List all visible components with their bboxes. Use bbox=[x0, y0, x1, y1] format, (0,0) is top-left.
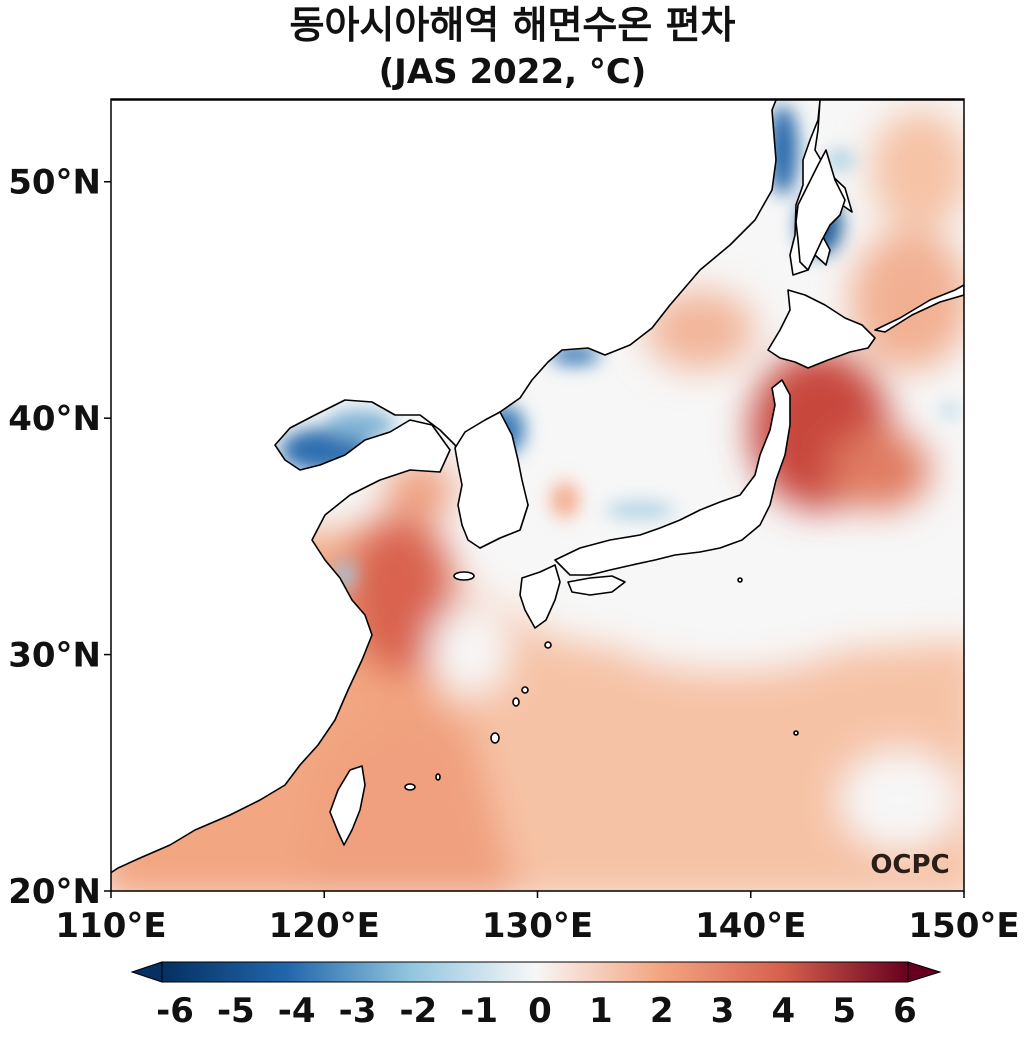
map-panel: OCPC bbox=[111, 99, 964, 891]
lat-tick-label: 40°N bbox=[8, 399, 101, 439]
map-subtitle: (JAS 2022, °C) bbox=[378, 52, 647, 92]
lon-tick-label: 130°E bbox=[482, 906, 593, 946]
landmass bbox=[111, 99, 964, 874]
colorbar-tick-label: 1 bbox=[589, 991, 613, 1031]
colorbar-tick-label: -1 bbox=[460, 991, 498, 1031]
colorbar-ticks: -6 -5 -4 -3 -2 -1 0 1 2 3 4 5 6 bbox=[156, 991, 917, 1031]
lat-tick-label: 20°N bbox=[8, 872, 101, 912]
lat-tick-label: 50°N bbox=[8, 163, 101, 203]
ocpc-watermark: OCPC bbox=[870, 850, 949, 880]
colorbar-tick-label: -4 bbox=[278, 991, 316, 1031]
colorbar-tick-label: 2 bbox=[650, 991, 674, 1031]
colorbar-tick-label: 5 bbox=[832, 991, 856, 1031]
colorbar-tick-label: -6 bbox=[156, 991, 194, 1031]
colorbar-tick-label: 6 bbox=[893, 991, 917, 1031]
colorbar-high-extend bbox=[907, 961, 942, 983]
colorbar-tick-label: -3 bbox=[339, 991, 377, 1031]
colorbar-gradient bbox=[161, 961, 909, 983]
lon-tick-label: 120°E bbox=[269, 906, 380, 946]
colorbar-tick-label: -5 bbox=[217, 991, 255, 1031]
map-axes: 110°E 120°E 130°E 140°E 150°E 20°N 30°N 40°N 50°… bbox=[8, 163, 1019, 946]
colorbar-tick-label: 4 bbox=[771, 991, 795, 1031]
colorbar-tick-label: 3 bbox=[711, 991, 735, 1031]
lon-tick-label: 140°E bbox=[695, 906, 806, 946]
lat-tick-label: 30°N bbox=[8, 636, 101, 676]
colorbar-tick-label: -2 bbox=[399, 991, 437, 1031]
lon-tick-label: 150°E bbox=[908, 906, 1019, 946]
map-title: 동아시아해역 해면수온 편차 bbox=[289, 3, 736, 47]
colorbar-low-extend bbox=[130, 961, 163, 983]
colorbar-tick-label: 0 bbox=[528, 991, 552, 1031]
lon-tick-label: 110°E bbox=[55, 906, 166, 946]
colorbar: -6 -5 -4 -3 -2 -1 0 1 2 3 4 5 6 bbox=[130, 961, 942, 1031]
